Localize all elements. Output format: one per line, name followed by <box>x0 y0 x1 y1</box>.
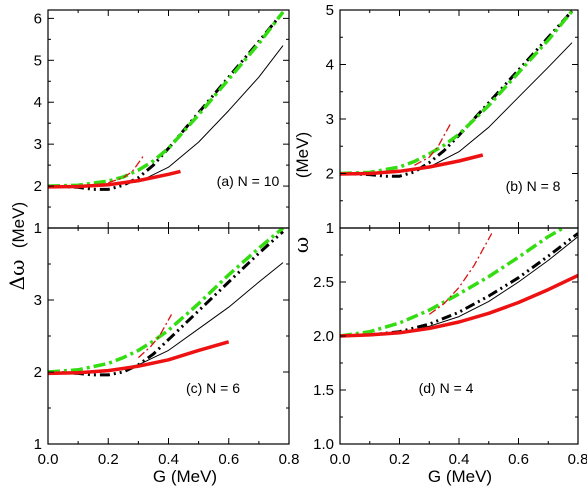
series-line-black-dash-dot-dot <box>48 230 285 377</box>
series-group <box>48 228 285 377</box>
y-tick-label: 2 <box>34 178 42 195</box>
panel-frame <box>47 227 290 445</box>
series-group <box>340 10 574 178</box>
panel-label: (c) N = 6 <box>186 380 240 396</box>
panel-frame <box>47 9 290 229</box>
y-axis-title-right-lower: ω <box>289 237 313 253</box>
y-axis-title-left: Δω (MeV) <box>5 202 29 291</box>
y-tick-label: 2.0 <box>313 328 334 345</box>
series-line-black-dash-dot-dot <box>48 11 285 191</box>
x-tick-label: 0.8 <box>279 451 300 468</box>
y-tick-label: 1 <box>34 436 42 453</box>
x-tick-label: 0.6 <box>508 451 529 468</box>
x-axis-title-right: G (MeV) <box>428 467 492 486</box>
series-line-red-thick-solid <box>340 273 578 338</box>
series-group <box>340 228 578 338</box>
y-tick-label: 1 <box>326 220 334 237</box>
panel-2: 1 2 3 4 5 (b) N = 8 <box>326 2 579 237</box>
y-tick-label: 3 <box>34 292 42 309</box>
series-line-green-dash-dot <box>48 11 285 188</box>
series-line-green-dash-dot <box>48 228 285 374</box>
panel-frame <box>339 9 579 229</box>
x-tick-label: 0.2 <box>389 451 410 468</box>
y-axis-symbol-left: Δω <box>5 260 29 291</box>
x-tick-label: 0.4 <box>449 451 470 468</box>
panel-3: 0.0 0.2 0.4 0.6 0.8 1 2 3 (c) N = 6 <box>34 227 300 468</box>
y-tick-label: 2 <box>326 166 334 183</box>
panel-4: 0.0 0.2 0.4 0.6 0.8 1.0 1.5 2.0 2.5 (d) N = 4 <box>313 227 587 468</box>
x-tick-label: 0.8 <box>568 451 587 468</box>
series-line-red-thick-solid <box>48 340 230 376</box>
x-tick-label: 0.6 <box>218 451 239 468</box>
series-line-red-thick-solid <box>340 153 484 176</box>
series-line-red-thick-solid <box>48 169 181 189</box>
y-tick-label: 4 <box>326 57 334 74</box>
series-group <box>48 11 285 191</box>
y-tick-label: 1.0 <box>313 436 334 453</box>
series-line-thin-black-solid <box>340 42 573 174</box>
y-tick-label: 2.5 <box>313 274 334 291</box>
series-line-thin-black-solid <box>48 262 284 373</box>
y-tick-label: 5 <box>326 2 334 19</box>
y-tick-label: 2 <box>34 364 42 381</box>
y-tick-label: 1.5 <box>313 382 334 399</box>
x-axis-title-left: G (MeV) <box>153 467 217 486</box>
series-line-black-dash-dot-dot <box>340 10 574 178</box>
x-tick-label: 0.0 <box>330 451 351 468</box>
x-tick-label: 0.2 <box>98 451 119 468</box>
y-tick-label: 3 <box>326 111 334 128</box>
series-line-green-dash-dot <box>340 228 564 338</box>
series-line-black-dash-dot-dot <box>340 232 578 338</box>
series-line-red-dash-thin <box>428 233 493 315</box>
y-axis-symbol-right-lower: ω <box>289 237 313 253</box>
y-tick-label: 6 <box>34 10 42 27</box>
y-axis-unit-left: (MeV) <box>9 202 28 248</box>
series-line-green-dash-dot <box>340 10 574 176</box>
series-line-thin-black-solid <box>48 45 284 187</box>
panel-1: 1 2 3 4 5 6 (a) N = 10 <box>34 9 290 237</box>
y-tick-label: 1 <box>34 220 42 237</box>
panel-label: (a) N = 10 <box>217 173 280 189</box>
y-tick-label: 5 <box>34 52 42 69</box>
panel-label: (b) N = 8 <box>506 178 561 194</box>
x-tick-label: 0.4 <box>158 451 179 468</box>
x-tick-label: 0.0 <box>38 451 59 468</box>
panel-label: (d) N = 4 <box>419 380 474 396</box>
y-tick-label: 3 <box>34 136 42 153</box>
y-tick-label: 4 <box>34 94 42 111</box>
series-line-red-dash-thin <box>414 124 451 166</box>
y-axis-title-right-upper: (MeV) <box>293 132 312 178</box>
y-axis-unit-right-upper: (MeV) <box>293 132 312 178</box>
